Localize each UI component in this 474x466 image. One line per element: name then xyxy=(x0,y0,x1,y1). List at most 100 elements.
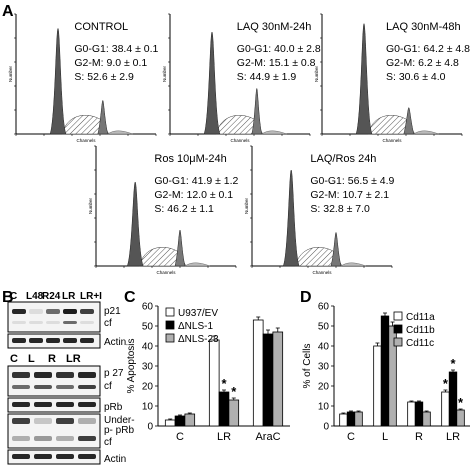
actin-band-2 xyxy=(34,454,52,459)
flow-stat-line: S: 44.9 ± 1.9 xyxy=(237,71,297,83)
flow-x-label: Channels xyxy=(230,138,250,143)
flow-panel-title: LAQ 30nM-48h xyxy=(386,21,461,33)
panel-label-c: C xyxy=(124,289,136,306)
x-tick-label: R xyxy=(415,431,423,443)
y-tick-label: 30 xyxy=(142,362,154,373)
lane-label-2: L xyxy=(28,353,35,365)
legend-swatch xyxy=(165,320,175,330)
flow-stat-line: S: 30.6 ± 4.0 xyxy=(386,71,446,83)
y-tick-label: 20 xyxy=(142,382,154,393)
flow-histogram-2: Channels Number LAQ 30nM-24h G0-G1: 40.0 ± … xyxy=(162,13,321,143)
p21-band xyxy=(46,309,60,314)
g0-g1-peak xyxy=(355,23,373,135)
flow-stat-line: G2-M: 6.2 ± 4.8 xyxy=(386,57,459,69)
row-label-under: Under- xyxy=(104,415,135,426)
g2-m-peak xyxy=(97,100,109,135)
bar xyxy=(272,331,284,427)
p27-cf-band xyxy=(12,385,30,389)
actin-band-2 xyxy=(12,454,30,459)
flow-stat-line: G2-M: 9.0 ± 0.1 xyxy=(74,57,147,69)
g2-m-peak xyxy=(251,88,263,135)
blot-prb-box xyxy=(7,397,101,413)
lane-label: LR xyxy=(62,291,76,302)
p27-band xyxy=(34,372,52,378)
g2-m-peak xyxy=(174,229,186,267)
significance-star: * xyxy=(450,356,456,371)
p21-band xyxy=(12,309,26,314)
flow-stat-line: S: 32.8 ± 7.0 xyxy=(310,203,370,215)
p21-band xyxy=(63,309,77,314)
bar xyxy=(448,371,458,427)
flow-panel-title: LAQ/Ros 24h xyxy=(310,153,376,165)
x-tick-label: LR xyxy=(217,431,231,443)
debris-tail xyxy=(107,130,133,135)
x-tick-label: L xyxy=(382,431,388,443)
significance-star: * xyxy=(458,395,464,410)
flow-stat-line: S: 52.6 ± 2.9 xyxy=(74,71,134,83)
significance-star: * xyxy=(221,376,227,391)
underp-cf-band xyxy=(56,436,74,441)
flow-stat-line: G2-M: 15.1 ± 0.8 xyxy=(237,57,316,69)
y-tick-label: 40 xyxy=(318,342,330,353)
row-label-cf-2: cf xyxy=(104,381,112,392)
bar xyxy=(441,391,450,427)
row-label-actin-2: Actin xyxy=(104,454,126,465)
significance-star: * xyxy=(443,376,449,391)
legend-label: Cd11c xyxy=(406,338,434,349)
y-tick-label: 0 xyxy=(147,422,153,433)
legend-swatch xyxy=(165,333,175,343)
actin-band xyxy=(12,338,26,343)
flow-y-label: Number xyxy=(8,66,13,83)
lane-label: L48 xyxy=(26,291,44,302)
bar xyxy=(164,419,176,427)
legend-swatch xyxy=(393,324,403,334)
flow-x-label: Channels xyxy=(76,138,96,143)
panel-label-a: A xyxy=(2,3,14,20)
g0-g1-peak xyxy=(49,28,67,135)
prb-band xyxy=(56,402,74,407)
flow-panel-title: CONTROL xyxy=(74,21,128,33)
p21-cf-band xyxy=(29,321,43,324)
g2-m-peak xyxy=(403,107,415,135)
actin-band xyxy=(29,338,43,343)
debris-tail xyxy=(261,130,287,135)
g0-g1-peak xyxy=(203,31,221,135)
x-tick-label: C xyxy=(347,431,355,443)
bar xyxy=(422,411,431,427)
legend-swatch xyxy=(393,311,403,321)
lane-label-2: LR xyxy=(66,353,81,365)
bar xyxy=(262,333,274,427)
row-label-cf: cf xyxy=(104,318,112,329)
g0-g1-peak xyxy=(126,181,144,267)
row-label-cf-3: cf xyxy=(104,437,112,448)
blot-p27-box xyxy=(7,365,101,397)
bar xyxy=(373,345,382,427)
flow-histogram-3: Channels Number LAQ 30nM-48h G0-G1: 64.2 ± … xyxy=(314,13,470,143)
actin-band xyxy=(46,338,60,343)
underp-cf-band xyxy=(78,436,96,441)
lane-label-2: C xyxy=(10,353,18,365)
legend-label: U937/EV xyxy=(178,308,218,319)
panel-label-b: B xyxy=(2,289,14,306)
x-tick-label: LR xyxy=(446,431,460,443)
flow-stat-line: G0-G1: 56.5 ± 4.9 xyxy=(310,175,394,187)
underp-band xyxy=(34,418,52,424)
p21-band xyxy=(29,309,43,314)
y-tick-label: 20 xyxy=(318,382,330,393)
significance-star: * xyxy=(231,384,237,399)
bar xyxy=(339,413,348,427)
y-tick-label: 50 xyxy=(142,322,154,333)
underp-cf-band xyxy=(34,436,52,441)
y-tick-label: 10 xyxy=(318,402,330,413)
flow-stat-line: S: 46.2 ± 1.1 xyxy=(154,203,214,215)
p21-band xyxy=(80,309,94,314)
y-tick-label: 30 xyxy=(318,362,330,373)
lane-label: C xyxy=(10,291,17,302)
p21-cf-band xyxy=(63,321,77,324)
row-label-actin: Actin xyxy=(104,337,126,348)
p21-cf-band xyxy=(80,321,94,324)
underp-band xyxy=(56,418,74,424)
flow-cytometry-panels: Channels Number CONTROL G0-G1: 38.4 ± 0.1 G2… xyxy=(8,13,470,275)
debris-tail xyxy=(184,262,211,267)
